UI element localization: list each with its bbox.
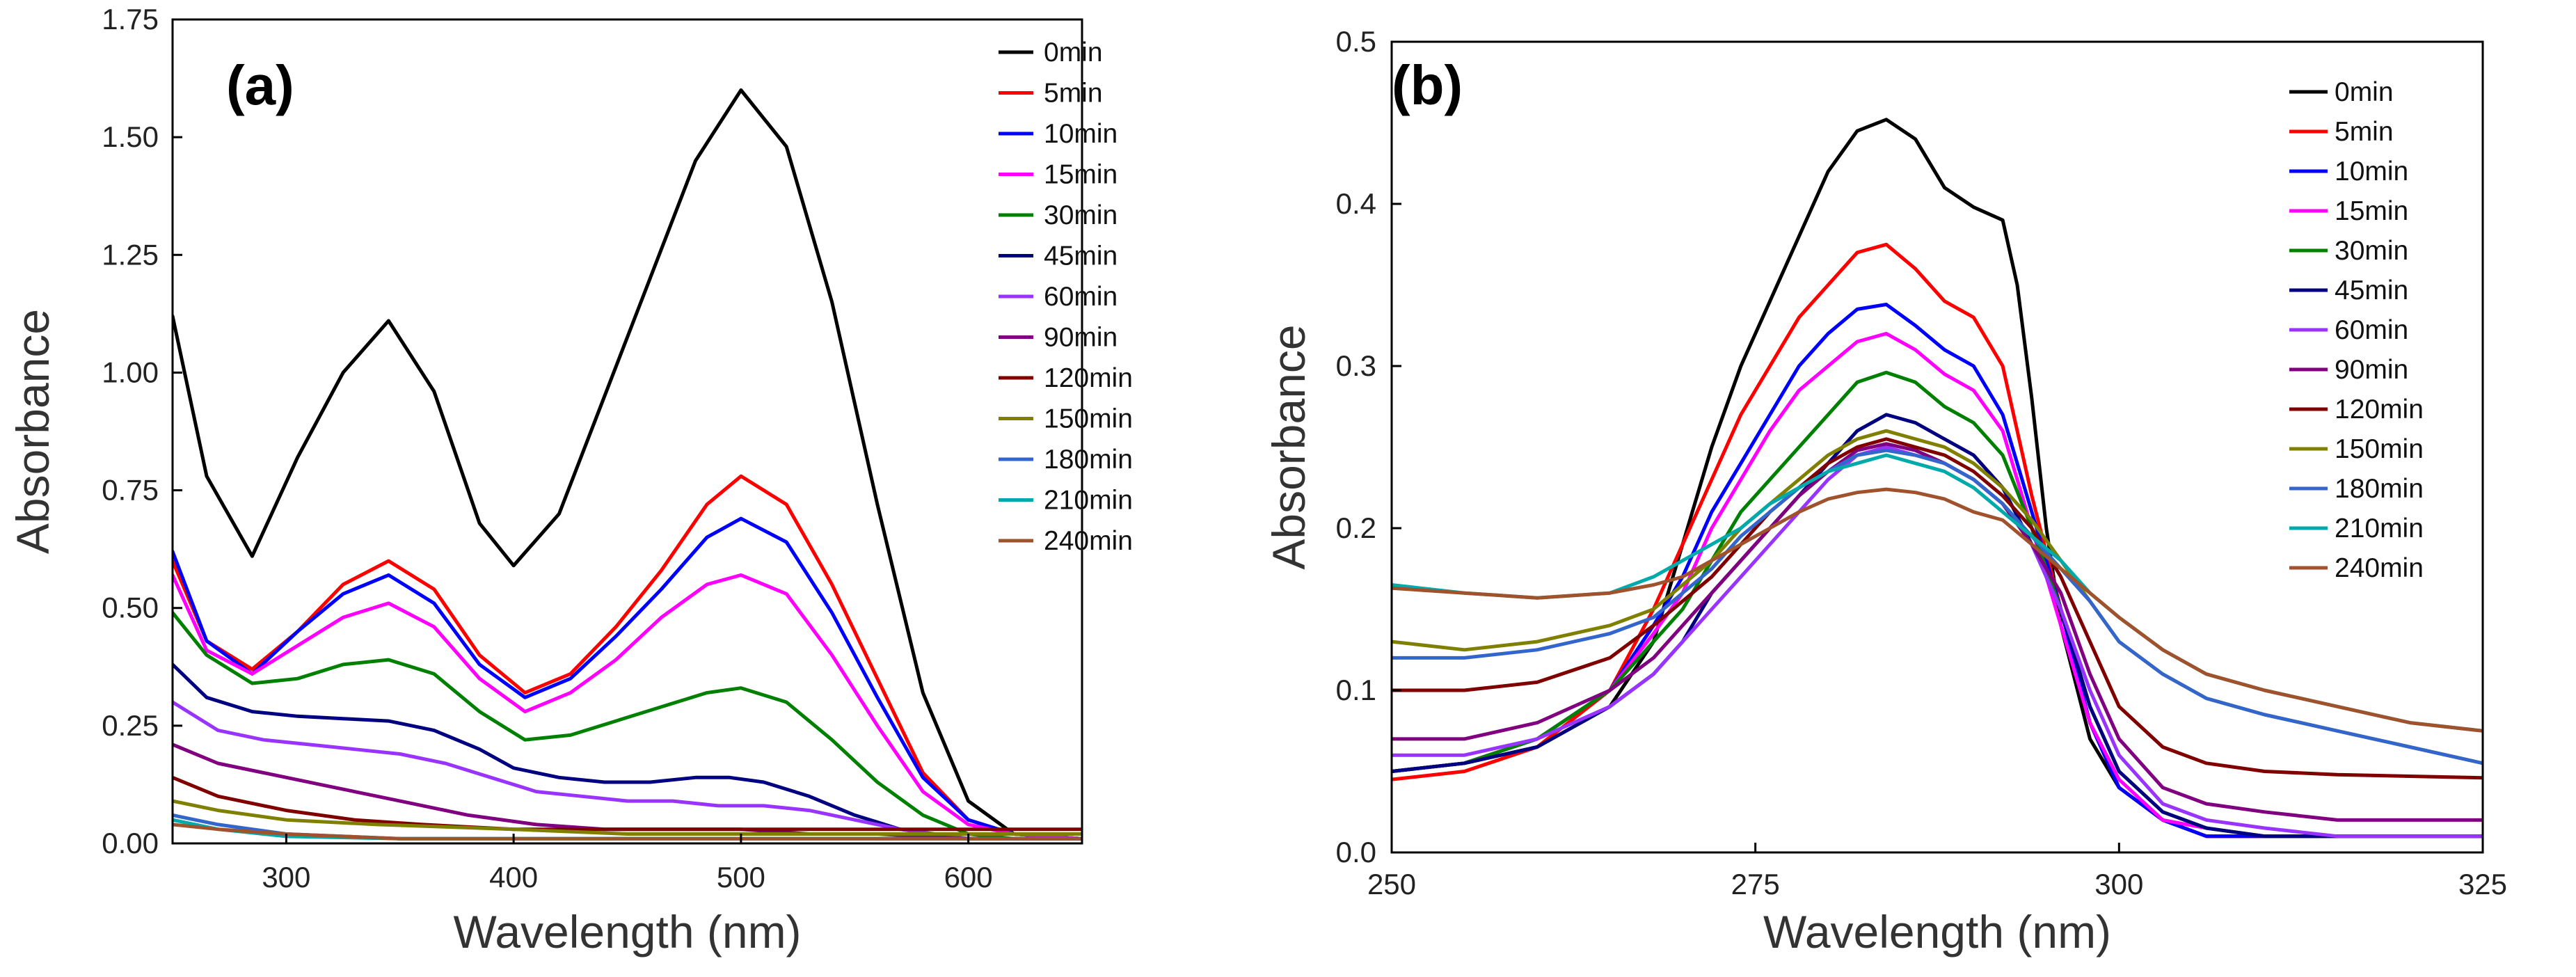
y-tick-label: 1.75	[102, 3, 159, 35]
series-line-60min	[1392, 445, 2483, 839]
plot-frame	[171, 18, 1083, 845]
series-line-120min	[1392, 437, 2483, 780]
y-tick-label: 1.25	[102, 238, 159, 271]
x-tick-label: 250	[1367, 868, 1416, 900]
legend-label-180min: 180min	[2335, 474, 2424, 504]
y-tick-label: 0.2	[1336, 511, 1376, 544]
y-tick-label: 0.1	[1336, 674, 1376, 706]
series-line-30min	[173, 611, 1082, 841]
legend-label-60min: 60min	[1044, 282, 1118, 312]
x-tick-label: 400	[489, 861, 538, 893]
x-tick-label: 300	[2094, 868, 2143, 900]
legend-label-10min: 10min	[2335, 157, 2408, 186]
legend-label-90min: 90min	[1044, 323, 1118, 353]
x-tick-label: 300	[262, 861, 310, 893]
legend-label-210min: 210min	[1044, 486, 1133, 516]
y-tick-label: 1.50	[102, 120, 159, 153]
legend-label-60min: 60min	[2335, 315, 2408, 345]
x-tick-label: 500	[717, 861, 765, 893]
series-group	[1392, 118, 2483, 839]
series-group	[173, 88, 1082, 841]
y-tick-label: 0.50	[102, 591, 159, 624]
legend-label-45min: 45min	[1044, 241, 1118, 271]
legend-label-45min: 45min	[2335, 276, 2408, 305]
legend-label-90min: 90min	[2335, 355, 2408, 385]
y-tick-label: 0.75	[102, 474, 159, 507]
x-axis-title: Wavelength (nm)	[1763, 906, 2111, 958]
legend-label-120min: 120min	[2335, 395, 2424, 424]
series-line-5min	[173, 474, 1082, 836]
series-line-45min	[173, 662, 1082, 841]
x-tick-label: 600	[944, 861, 993, 893]
series-line-5min	[1392, 242, 2483, 839]
y-tick-label: 0.0	[1336, 836, 1376, 868]
legend-label-30min: 30min	[2335, 236, 2408, 266]
panel-a-chart: 300 400 500 600 0.00 0.25 0.50 0.75 1.00 1.25 1.50…	[7, 3, 1133, 958]
y-tick-label: 1.00	[102, 356, 159, 388]
y-axis-title: Absorbance	[1263, 324, 1314, 569]
series-line-10min	[1392, 303, 2483, 839]
legend-label-15min: 15min	[2335, 196, 2408, 226]
series-line-10min	[173, 516, 1082, 841]
series-line-0min	[173, 88, 1082, 841]
legend-label-15min: 15min	[1044, 160, 1118, 190]
y-tick-label: 0.00	[102, 827, 159, 859]
legend-label-240min: 240min	[1044, 526, 1133, 556]
y-tick-label: 0.5	[1336, 25, 1376, 58]
x-tick-label: 325	[2458, 868, 2507, 900]
y-tick-label: 0.25	[102, 709, 159, 742]
series-line-15min	[1392, 331, 2483, 839]
x-axis-title: Wavelength (nm)	[453, 906, 801, 958]
legend-label-180min: 180min	[1044, 445, 1133, 475]
series-line-240min	[1392, 487, 2483, 733]
legend-label-5min: 5min	[2335, 117, 2394, 147]
series-line-180min	[1392, 448, 2483, 765]
plot-frame	[1390, 40, 2484, 854]
legend-label-240min: 240min	[2335, 553, 2424, 583]
panel-label: (b)	[1392, 54, 1463, 116]
y-axis-title: Absorbance	[7, 309, 58, 554]
series-line-15min	[173, 573, 1082, 841]
legend-label-0min: 0min	[2335, 77, 2394, 107]
y-tick-label: 0.4	[1336, 187, 1376, 220]
legend-label-0min: 0min	[1044, 38, 1103, 67]
series-line-240min	[173, 823, 1082, 841]
series-line-30min	[1392, 370, 2483, 839]
series-line-90min	[1392, 442, 2483, 822]
series-line-60min	[173, 700, 1082, 841]
series-line-150min	[173, 799, 1082, 836]
panel-b-chart: 250 275 300 325 0.0 0.1 0.2 0.3 0.4 0.5 Wavelength…	[1263, 25, 2507, 958]
legend-label-30min: 30min	[1044, 200, 1118, 230]
legend-label-5min: 5min	[1044, 79, 1103, 109]
legend-label-210min: 210min	[2335, 514, 2424, 543]
x-tick-label: 275	[1731, 868, 1780, 900]
panel-label: (a)	[226, 54, 294, 116]
legend-label-10min: 10min	[1044, 119, 1118, 149]
legend-label-150min: 150min	[2335, 434, 2424, 464]
legend-label-120min: 120min	[1044, 363, 1133, 393]
y-tick-label: 0.3	[1336, 349, 1376, 382]
legend-label-150min: 150min	[1044, 404, 1133, 434]
